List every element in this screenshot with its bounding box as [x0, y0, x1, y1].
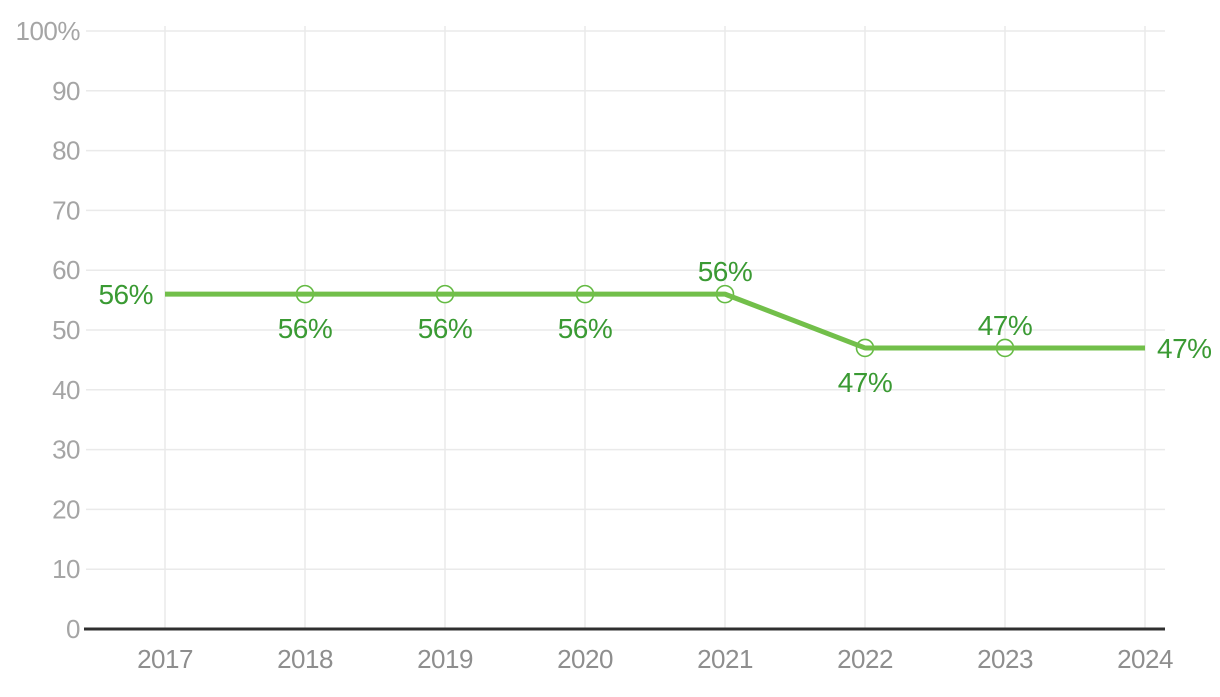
y-tick-label: 70 [52, 195, 80, 225]
y-tick-label: 60 [52, 255, 80, 285]
x-tick-label: 2024 [1117, 644, 1173, 674]
x-tick-label: 2023 [977, 644, 1033, 674]
data-point-label: 56% [98, 279, 153, 310]
data-point-label: 47% [838, 367, 893, 398]
x-tick-label: 2022 [837, 644, 893, 674]
x-tick-label: 2018 [277, 644, 333, 674]
y-tick-label: 20 [52, 494, 80, 524]
y-tick-label: 40 [52, 375, 80, 405]
data-point-label: 56% [698, 256, 753, 287]
data-point-label: 56% [278, 313, 333, 344]
data-point-label: 56% [418, 313, 473, 344]
series-line [165, 291, 1145, 351]
data-point-label: 56% [558, 313, 613, 344]
x-tick-label: 2021 [697, 644, 753, 674]
x-tick-label: 2019 [417, 644, 473, 674]
x-tick-label: 2020 [557, 644, 613, 674]
y-tick-label: 90 [52, 76, 80, 106]
data-point-label: 47% [978, 310, 1033, 341]
y-tick-label: 50 [52, 315, 80, 345]
x-tick-label: 2017 [137, 644, 193, 674]
data-point-label: 47% [1157, 333, 1212, 364]
y-tick-label: 10 [52, 554, 80, 584]
y-tick-label: 80 [52, 136, 80, 166]
y-tick-label: 100% [16, 16, 81, 46]
y-tick-label: 0 [66, 614, 80, 644]
y-tick-label: 30 [52, 435, 80, 465]
